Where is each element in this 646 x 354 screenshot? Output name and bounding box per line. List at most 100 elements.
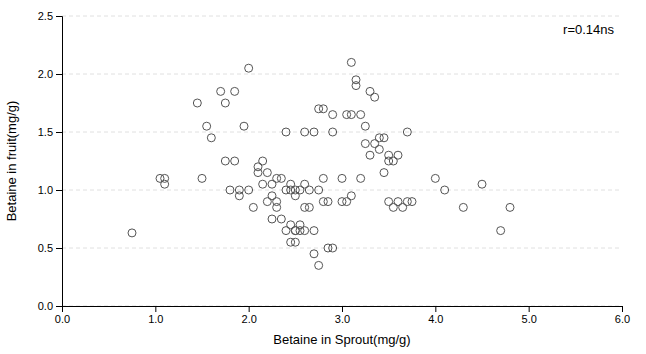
y-tick-mark — [56, 132, 62, 133]
point — [324, 244, 332, 252]
point — [310, 250, 318, 258]
point — [347, 58, 355, 66]
x-tick: 2.0 — [242, 306, 257, 325]
point — [259, 157, 267, 165]
y-axis: 0.0 0.5 1.0 1.5 2.0 2.5 — [38, 10, 63, 312]
y-tick: 1.0 — [38, 184, 62, 196]
y-tick-label: 0.5 — [38, 242, 53, 254]
grid-line — [62, 74, 622, 75]
y-tick: 2.0 — [38, 68, 62, 80]
point — [408, 198, 416, 206]
x-tick-label: 0.0 — [55, 313, 70, 325]
point — [240, 122, 248, 130]
y-tick: 1.5 — [38, 126, 62, 138]
x-tick-mark — [435, 306, 436, 312]
x-tick-label: 3.0 — [335, 313, 350, 325]
x-tick-mark — [529, 306, 530, 312]
point — [259, 180, 267, 188]
point — [198, 174, 206, 182]
point — [245, 186, 253, 194]
point — [310, 128, 318, 136]
point — [497, 227, 505, 235]
point — [221, 99, 229, 107]
point — [217, 87, 225, 95]
point — [347, 111, 355, 119]
y-tick-mark — [56, 248, 62, 249]
point — [277, 215, 285, 223]
point — [231, 87, 239, 95]
point — [506, 203, 514, 211]
point — [287, 238, 295, 246]
point — [161, 180, 169, 188]
y-tick: 0.0 — [38, 300, 62, 312]
point — [338, 198, 346, 206]
x-tick: 3.0 — [335, 306, 350, 325]
x-tick-mark — [622, 306, 623, 312]
point — [338, 174, 346, 182]
x-tick-label: 5.0 — [522, 313, 537, 325]
point — [380, 169, 388, 177]
point — [301, 227, 309, 235]
x-axis-line — [63, 307, 623, 313]
points — [128, 58, 514, 269]
point — [193, 99, 201, 107]
point — [203, 122, 211, 130]
point — [347, 192, 355, 200]
x-tick-mark — [342, 306, 343, 312]
point — [319, 198, 327, 206]
point — [380, 134, 388, 142]
grid-line — [62, 16, 622, 17]
point — [403, 128, 411, 136]
point — [305, 186, 313, 194]
point — [375, 145, 383, 153]
x-tick: 0.0 — [55, 306, 70, 325]
y-tick-label: 1.0 — [38, 184, 53, 196]
point — [254, 169, 262, 177]
point — [478, 180, 486, 188]
y-tick-mark — [56, 190, 62, 191]
x-tick-mark — [155, 306, 156, 312]
point — [277, 174, 285, 182]
point — [282, 128, 290, 136]
point — [394, 151, 402, 159]
y-tick: 0.5 — [38, 242, 62, 254]
y-tick-label: 2.0 — [38, 68, 53, 80]
point — [357, 111, 365, 119]
y-axis-line — [56, 17, 63, 307]
x-tick-label: 6.0 — [615, 313, 630, 325]
point — [385, 157, 393, 165]
x-tick: 1.0 — [148, 306, 163, 325]
point — [324, 198, 332, 206]
point — [226, 186, 234, 194]
point — [296, 227, 304, 235]
point — [315, 105, 323, 113]
y-axis-title: Betaine in fruit(mg/g) — [4, 101, 19, 222]
x-axis: 0.0 1.0 2.0 3.0 4.0 5.0 6.0 — [55, 306, 630, 325]
point — [235, 192, 243, 200]
point — [245, 64, 253, 72]
y-tick-mark — [56, 306, 62, 307]
y-tick-label: 2.5 — [38, 10, 53, 22]
x-tick: 4.0 — [428, 306, 443, 325]
point — [291, 238, 299, 246]
point — [207, 134, 215, 142]
point — [231, 157, 239, 165]
y-tick-mark — [56, 74, 62, 75]
x-tick-label: 4.0 — [428, 313, 443, 325]
point — [431, 174, 439, 182]
point — [361, 140, 369, 148]
point — [128, 229, 136, 237]
point — [273, 174, 281, 182]
point — [315, 261, 323, 269]
y-grid — [62, 16, 622, 306]
point — [249, 203, 257, 211]
y-tick-label: 0.0 — [38, 300, 53, 312]
point — [366, 151, 374, 159]
point — [315, 186, 323, 194]
point — [268, 215, 276, 223]
point — [403, 198, 411, 206]
x-tick: 5.0 — [522, 306, 537, 325]
point — [221, 157, 229, 165]
chart: 0.0 1.0 2.0 3.0 4.0 5.0 6.0 0.0 0.5 1.0 1.5 2.0 2.5 B… — [0, 0, 646, 354]
x-tick-label: 2.0 — [242, 313, 257, 325]
